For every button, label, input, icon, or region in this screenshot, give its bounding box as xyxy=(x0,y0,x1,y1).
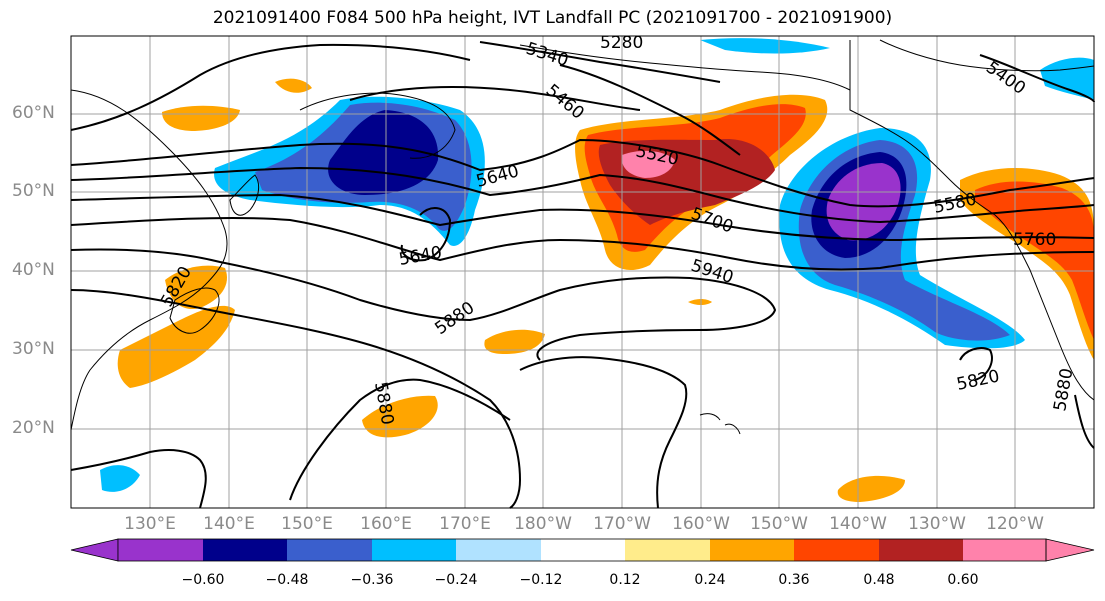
lat-label: 50°N xyxy=(12,181,55,201)
orange-patch-south xyxy=(362,395,438,438)
lon-label: 130°W xyxy=(908,514,966,534)
colorbar-tick-label: 0.24 xyxy=(694,572,726,588)
colorbar xyxy=(70,538,1095,562)
colorbar-segment xyxy=(541,539,625,561)
colorbar-segment xyxy=(372,539,456,561)
blue-patch-arctic xyxy=(700,38,830,54)
colorbar-extend-left xyxy=(70,538,119,562)
blue-patch-sw xyxy=(100,465,140,492)
colorbar-tick-label: −0.48 xyxy=(265,572,309,588)
colorbar-segment xyxy=(456,539,541,561)
coastlines xyxy=(70,39,1095,435)
lon-label: 170°E xyxy=(439,514,491,534)
colorbar-tick-label: 0.60 xyxy=(947,572,979,588)
orange-patch-pacific-nw xyxy=(275,78,312,93)
colorbar-tick-label: 0.36 xyxy=(778,572,810,588)
lon-label: 150°E xyxy=(281,514,333,534)
colorbar-tick-label: 0.48 xyxy=(863,572,895,588)
orange-patch-japan xyxy=(117,305,235,388)
colorbar-tick-label: −0.60 xyxy=(181,572,225,588)
colorbar-extend-right xyxy=(1045,538,1095,562)
lon-label: 120°W xyxy=(986,514,1044,534)
colorbar-segment xyxy=(625,539,710,561)
orange-patch-south-east xyxy=(837,475,905,502)
colorbar-tick-label: −0.12 xyxy=(519,572,563,588)
lon-label: 130°E xyxy=(124,514,176,534)
map-title: 2021091400 F084 500 hPa height, IVT Land… xyxy=(212,8,893,28)
orange-patch-central xyxy=(484,329,545,354)
orange-patch-kamchatka xyxy=(162,105,240,131)
blue-region-west-dark xyxy=(328,110,439,195)
orange-patch-korea xyxy=(165,265,228,310)
colorbar-segment xyxy=(287,539,372,561)
lat-label: 30°N xyxy=(12,339,55,359)
lon-label: 160°W xyxy=(672,514,730,534)
colorbar-segment xyxy=(794,539,879,561)
colorbar-segment xyxy=(710,539,794,561)
colorbar-segment xyxy=(118,539,203,561)
lat-label: 40°N xyxy=(12,260,55,280)
lon-label: 150°W xyxy=(750,514,808,534)
lon-label: 140°E xyxy=(203,514,255,534)
lat-label: 60°N xyxy=(12,103,55,123)
colorbar-tick-label: −0.36 xyxy=(350,572,394,588)
colorbar-segment xyxy=(963,539,1046,561)
colorbar-outline xyxy=(117,538,1047,562)
gridlines xyxy=(71,36,1094,508)
colorbar-segment xyxy=(879,539,963,561)
lat-label: 20°N xyxy=(12,418,55,438)
orange-patch-hawaii xyxy=(688,299,712,305)
red-region-namerica xyxy=(975,181,1094,340)
lon-label: 160°E xyxy=(360,514,412,534)
lon-label: 180°W xyxy=(514,514,572,534)
contour-label: 5760 xyxy=(1013,230,1056,250)
colorbar-tick-label: 0.12 xyxy=(609,572,641,588)
colorbar-tick-label: −0.24 xyxy=(434,572,478,588)
lon-label: 140°W xyxy=(829,514,887,534)
contour-label: 5280 xyxy=(600,33,643,53)
height-contours xyxy=(70,41,1095,509)
lon-label: 170°W xyxy=(593,514,651,534)
pink-region-aleutian xyxy=(621,150,675,178)
plot-frame xyxy=(70,35,1095,509)
colorbar-segment xyxy=(203,539,287,561)
